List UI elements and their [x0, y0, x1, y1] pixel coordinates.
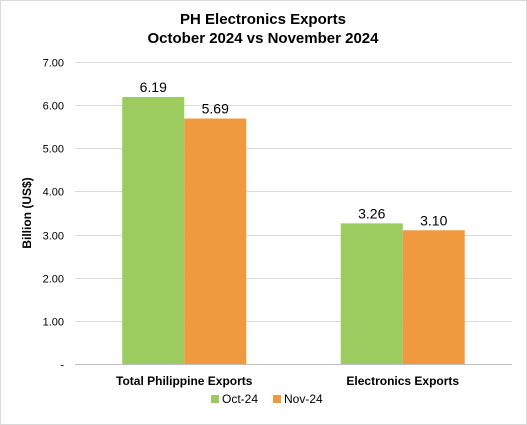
legend: Oct-24 Nov-24	[211, 392, 323, 406]
data-label: 6.19	[140, 79, 167, 95]
data-label: 3.26	[358, 205, 385, 221]
bar-nov-24	[402, 230, 465, 364]
category-label: Electronics Exports	[346, 374, 459, 388]
chart-subtitle: October 2024 vs November 2024	[148, 30, 380, 47]
y-axis-label: Billion (US$)	[20, 177, 34, 248]
data-label: 5.69	[202, 101, 229, 117]
chart-title: PH Electronics Exports	[180, 11, 346, 28]
bars	[122, 96, 465, 365]
category-label: Total Philippine Exports	[116, 374, 253, 388]
y-tick-label: 5.00	[43, 144, 64, 156]
y-tick-label: 4.00	[43, 187, 64, 199]
y-tick-label: 1.00	[43, 317, 64, 329]
y-tick-labels: - 1.00 2.00 3.00 4.00 5.00 6.00 7.00	[43, 58, 65, 372]
data-label: 3.10	[420, 212, 447, 228]
y-tick-label: 3.00	[43, 231, 64, 243]
y-tick-label: 2.00	[43, 274, 64, 286]
y-tick-label: -	[60, 360, 64, 372]
legend-entry: Nov-24	[284, 392, 323, 406]
bar-oct-24	[340, 223, 403, 364]
legend-entry: Oct-24	[222, 392, 258, 406]
bar-oct-24	[122, 96, 185, 365]
data-labels: 6.19 5.69 3.26 3.10	[140, 79, 448, 228]
y-tick-label: 7.00	[43, 58, 64, 70]
legend-swatch	[273, 395, 281, 403]
category-labels: Total Philippine Exports Electronics Expo…	[116, 374, 459, 388]
y-tick-label: 6.00	[43, 101, 64, 113]
bar-nov-24	[184, 118, 247, 364]
legend-swatch	[211, 395, 219, 403]
